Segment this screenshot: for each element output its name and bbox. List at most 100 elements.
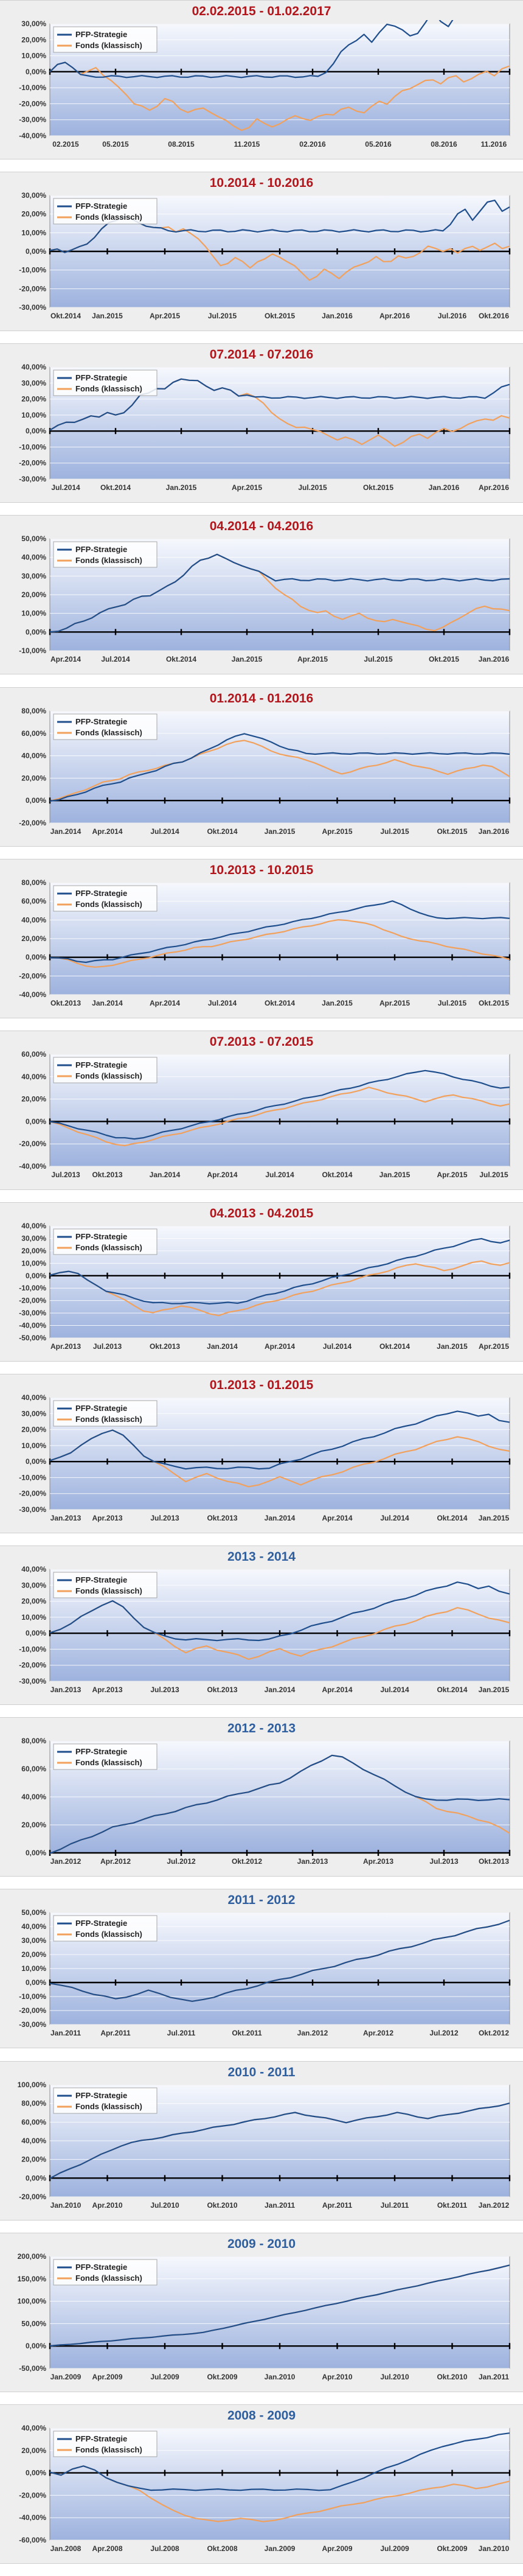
x-tick-label: Okt.2014 — [437, 1685, 467, 1694]
y-tick-label: 0,00% — [26, 1272, 46, 1280]
series-line-pfp-strategie — [49, 2102, 510, 2179]
y-tick-label: -10,00% — [19, 1473, 46, 1482]
y-tick-label: -30,00% — [19, 1505, 46, 1514]
y-tick-label: 0,00% — [26, 628, 46, 636]
legend-fonds-klassisch-label: Fonds (klassisch) — [75, 1758, 142, 1767]
legend-pfp-strategie-label: PFP-Strategie — [75, 373, 127, 382]
x-tick-label: Okt.2009 — [437, 2544, 467, 2553]
legend-fonds-klassisch-label: Fonds (klassisch) — [75, 2445, 142, 2454]
series-line-pfp-strategie — [49, 1754, 510, 1854]
chart-title: 2009 - 2010 — [227, 2237, 296, 2251]
x-tick-label: Jan.2013 — [297, 1857, 328, 1866]
series-line-fonds-klassisch — [49, 740, 510, 802]
chart-panel: 07.2013 - 07.2015 60,00% 40,00% 20,00% 0,00%… — [0, 1031, 523, 1190]
y-tick-label: 20,00% — [21, 1426, 46, 1434]
y-tick-label: 10,00% — [21, 228, 46, 237]
y-tick-label: -40,00% — [19, 1321, 46, 1330]
y-tick-label: 20,00% — [21, 1247, 46, 1255]
y-tick-label: 10,00% — [21, 52, 46, 60]
series-line-pfp-strategie — [49, 1919, 510, 2002]
x-tick-label: Jul.2014 — [380, 1685, 409, 1694]
x-tick-label: Apr.2015 — [150, 312, 180, 320]
x-tick-label: Apr.2011 — [100, 2029, 131, 2037]
x-tick-label: Apr.2014 — [207, 1171, 237, 1179]
y-tick-label: 30,00% — [21, 192, 46, 200]
x-tick-label: Jul.2014 — [208, 999, 237, 1007]
legend-fonds-klassisch-label: Fonds (klassisch) — [75, 1071, 142, 1080]
x-tick-label: Okt.2013 — [92, 1171, 122, 1179]
legend-fonds-klassisch-label: Fonds (klassisch) — [75, 2273, 142, 2283]
chart-panel: 04.2014 - 04.2016 50,00% 40,00% 30,00% 20,00… — [0, 515, 523, 674]
chart-title: 10.2013 - 10.2015 — [209, 863, 314, 877]
y-tick-label: 80,00% — [21, 707, 46, 715]
x-tick-label: Jul.2014 — [101, 655, 130, 663]
y-tick-label: -10,00% — [19, 1645, 46, 1653]
chart-title: 01.2013 - 01.2015 — [209, 1378, 314, 1392]
x-tick-label: Apr.2009 — [322, 2544, 352, 2553]
legend-box — [53, 713, 158, 740]
y-tick-label: 20,00% — [21, 590, 46, 599]
chart-panel: 01.2014 - 01.2016 80,00% 60,00% 40,00% 20,00… — [0, 687, 523, 847]
y-tick-label: -40,00% — [19, 131, 46, 140]
y-tick-label: -20,00% — [19, 1489, 46, 1498]
x-tick-label: Jul.2013 — [150, 1514, 179, 1522]
x-tick-label: Okt.2014 — [322, 1171, 352, 1179]
y-tick-label: 60,00% — [21, 897, 46, 906]
x-tick-label: Jul.2015 — [298, 483, 327, 492]
x-tick-label: Jan.2016 — [322, 312, 353, 320]
y-tick-label: 30,00% — [21, 1581, 46, 1589]
line-chart: 100,00% 80,00% 60,00% 40,00% 20,00% 0,00% -20,… — [18, 2081, 511, 2210]
x-tick-label: Okt.2013 — [150, 1342, 180, 1351]
y-tick-label: 20,00% — [21, 395, 46, 404]
legend-pfp-strategie-label: PFP-Strategie — [75, 201, 127, 211]
y-tick-label: -20,00% — [19, 819, 46, 827]
chart-title: 2013 - 2014 — [227, 1550, 296, 1564]
y-tick-label: 40,00% — [21, 1566, 46, 1573]
x-tick-label: 11.2015 — [234, 140, 260, 149]
x-tick-label: Okt.2012 — [232, 1857, 262, 1866]
y-tick-label: -40,00% — [19, 2513, 46, 2522]
x-tick-label: Okt.2010 — [207, 2201, 237, 2210]
x-tick-label: Jul.2012 — [167, 1857, 196, 1866]
line-chart: 40,00% 30,00% 20,00% 10,00% 0,00% -10,00% -20,… — [19, 1566, 511, 1694]
chart-panel: 2011 - 2012 50,00% 40,00% 30,00% 20,00% 10,00… — [0, 1889, 523, 2048]
chart-title: 04.2014 - 04.2016 — [209, 519, 314, 533]
series-line-pfp-strategie — [49, 1237, 510, 1305]
x-tick-label: Apr.2015 — [379, 999, 410, 1007]
y-tick-label: -20,00% — [19, 1661, 46, 1670]
legend-pfp-strategie-label: PFP-Strategie — [75, 717, 127, 726]
legend-fonds-klassisch-label: Fonds (klassisch) — [75, 41, 142, 50]
series-line-pfp-strategie — [49, 1069, 510, 1140]
line-chart: 40,00% 20,00% 0,00% -20,00% -40,00% -60,00% Ja… — [19, 2424, 511, 2553]
x-tick-label: Jan.2010 — [479, 2544, 510, 2553]
line-chart: 30,00% 20,00% 10,00% 0,00% -10,00% -20,00% -30… — [19, 192, 511, 320]
y-tick-label: -10,00% — [19, 1992, 46, 2001]
chart-title: 07.2013 - 07.2015 — [209, 1035, 314, 1049]
x-tick-label: Jan.2016 — [479, 827, 510, 836]
y-tick-label: 10,00% — [21, 609, 46, 618]
legend-box — [53, 1572, 158, 1598]
x-tick-label: Okt.2009 — [207, 2373, 237, 2381]
y-tick-label: -60,00% — [19, 2536, 46, 2544]
y-tick-label: 10,00% — [21, 411, 46, 419]
x-tick-label: Jan.2009 — [265, 2544, 296, 2553]
y-tick-label: 40,00% — [21, 363, 46, 371]
x-tick-label: Apr.2009 — [92, 2373, 122, 2381]
line-chart: 40,00% 30,00% 20,00% 10,00% 0,00% -10,00% -20,… — [19, 1394, 511, 1522]
x-tick-label: Apr.2013 — [92, 1514, 122, 1522]
line-chart: 80,00% 60,00% 40,00% 20,00% 0,00% Jan.2012 Apr… — [21, 1737, 511, 1866]
y-tick-label: 30,00% — [21, 1234, 46, 1242]
x-tick-label: Jan.2010 — [50, 2201, 81, 2210]
x-tick-label: Jan.2014 — [50, 827, 81, 836]
legend-fonds-klassisch-label: Fonds (klassisch) — [75, 728, 142, 737]
y-tick-label: 40,00% — [21, 915, 46, 924]
y-tick-label: 0,00% — [26, 1978, 46, 1987]
x-tick-label: 05.2015 — [102, 140, 129, 149]
y-tick-label: -10,00% — [19, 646, 46, 655]
